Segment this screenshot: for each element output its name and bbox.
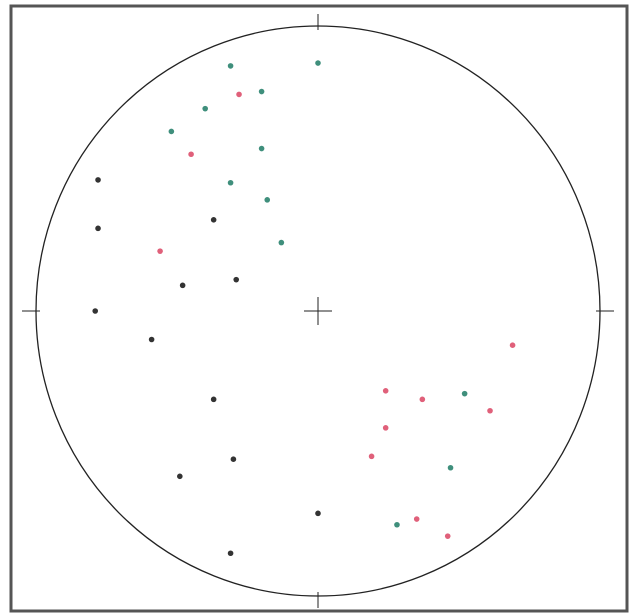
- point: [179, 282, 186, 289]
- point: [95, 177, 101, 183]
- point: [509, 342, 516, 349]
- point: [230, 456, 237, 463]
- point: [382, 425, 389, 431]
- point: [419, 396, 426, 403]
- point: [278, 239, 285, 246]
- point: [258, 145, 265, 152]
- point: [157, 248, 163, 254]
- point: [315, 60, 321, 66]
- point: [394, 521, 400, 528]
- point: [382, 388, 389, 394]
- point: [210, 396, 217, 403]
- plot-area: [22, 14, 614, 608]
- point: [210, 217, 217, 223]
- point: [444, 533, 451, 539]
- point: [95, 225, 101, 232]
- point: [487, 407, 493, 414]
- point: [227, 63, 234, 69]
- point: [236, 91, 242, 98]
- point: [258, 88, 265, 95]
- point: [461, 390, 468, 397]
- point: [227, 550, 234, 557]
- point: [92, 308, 99, 314]
- point: [447, 464, 454, 471]
- frame: [9, 4, 629, 613]
- point: [148, 336, 155, 343]
- point: [177, 473, 183, 480]
- point: [202, 105, 208, 112]
- point: [168, 128, 175, 135]
- point: [368, 453, 375, 460]
- point: [264, 197, 271, 203]
- point: [413, 516, 420, 522]
- point: [233, 276, 240, 283]
- point: [315, 510, 321, 517]
- point: [227, 179, 234, 186]
- point: [188, 151, 194, 158]
